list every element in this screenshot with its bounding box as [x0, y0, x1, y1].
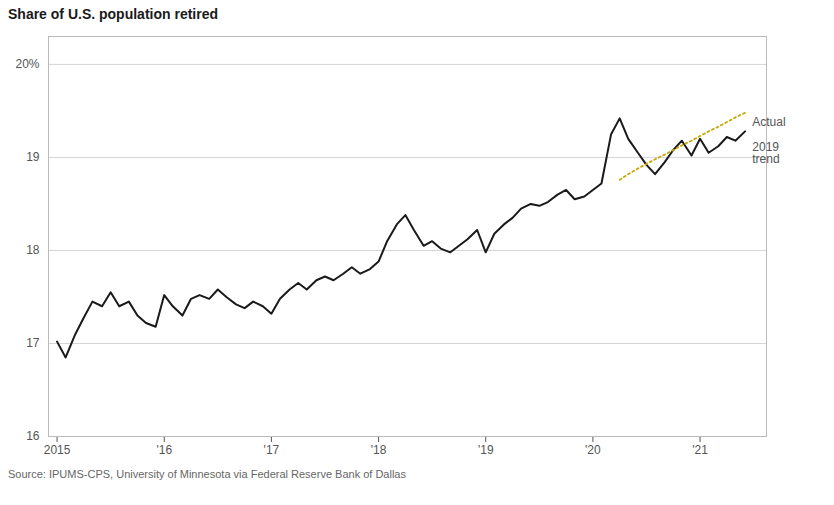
svg-text:Actual: Actual — [752, 115, 785, 129]
svg-text:'18: '18 — [371, 443, 387, 457]
svg-text:20%: 20% — [15, 57, 39, 71]
svg-text:18: 18 — [26, 243, 40, 257]
svg-text:2019trend: 2019trend — [752, 140, 779, 166]
svg-text:2015: 2015 — [44, 443, 71, 457]
svg-text:'20: '20 — [585, 443, 601, 457]
svg-text:19: 19 — [26, 150, 40, 164]
svg-text:'21: '21 — [692, 443, 708, 457]
html-text:Source: IPUMS-CPS, University: Source: IPUMS-CPS, University of Minneso… — [8, 468, 406, 480]
html-text:Share of U.S. population retir: Share of U.S. population retired — [8, 6, 218, 22]
svg-text:'19: '19 — [478, 443, 494, 457]
svg-text:'17: '17 — [264, 443, 280, 457]
svg-text:16: 16 — [26, 429, 40, 443]
svg-text:17: 17 — [26, 336, 40, 350]
svg-text:'16: '16 — [156, 443, 172, 457]
